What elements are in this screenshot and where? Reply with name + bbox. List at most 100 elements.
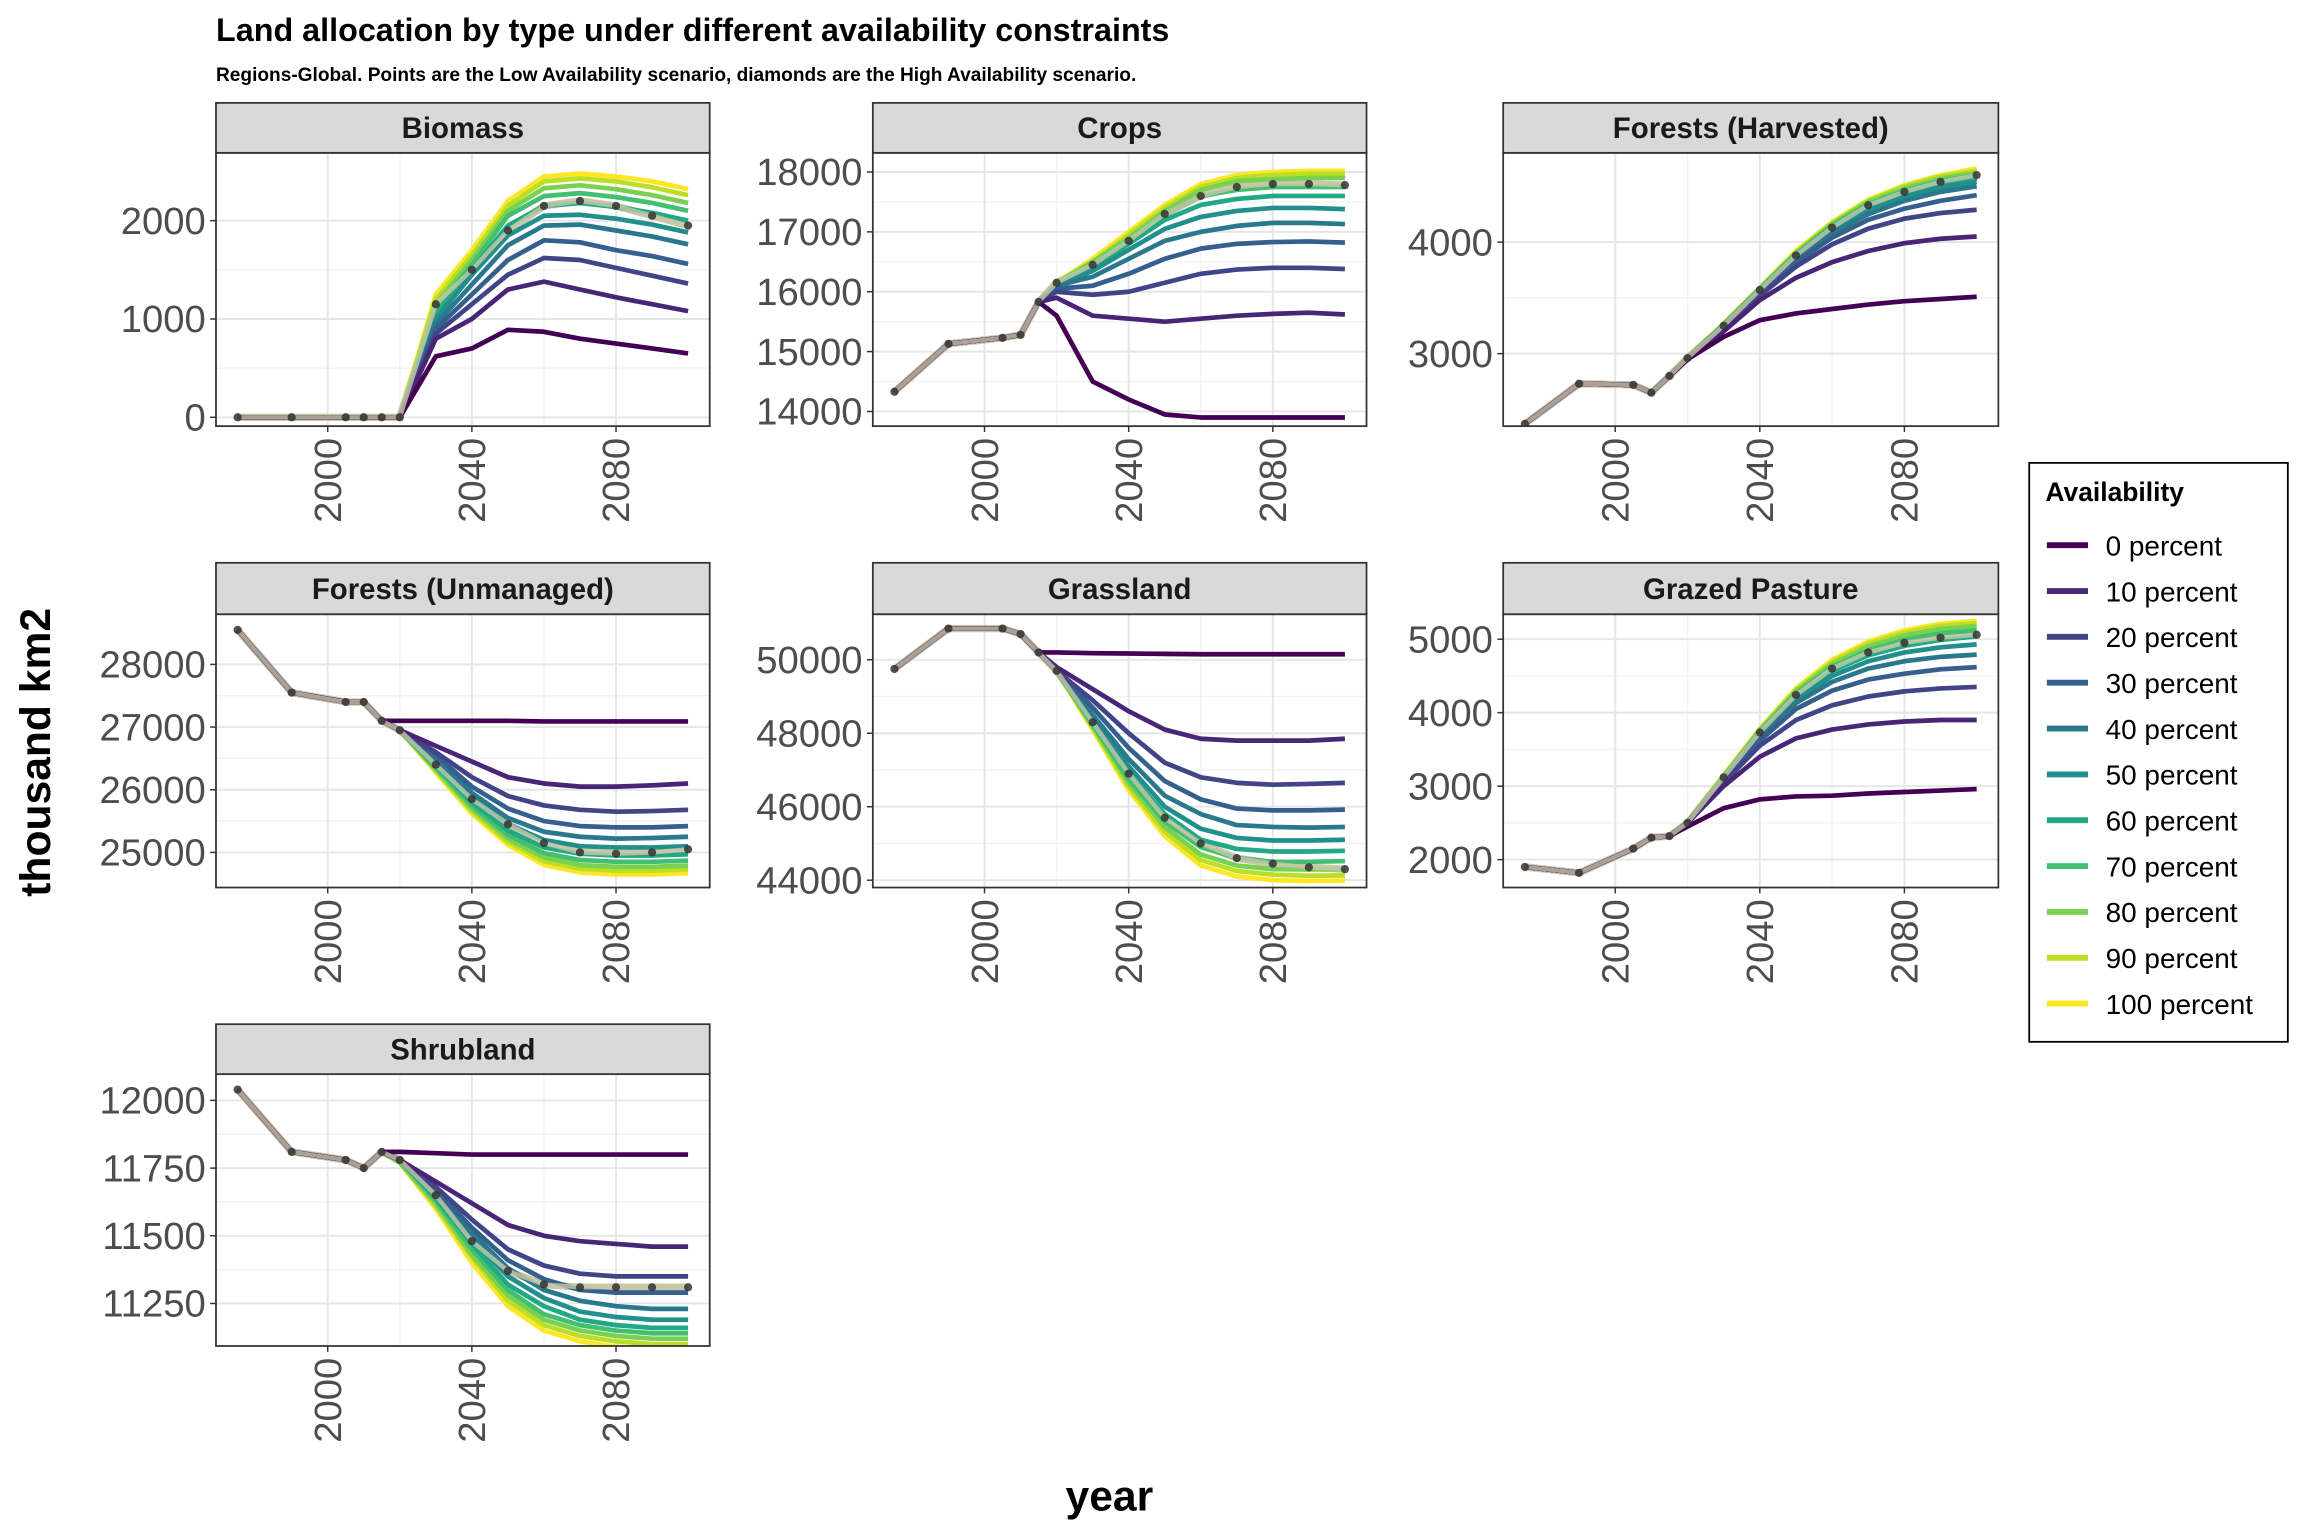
panel-marks <box>890 624 1350 884</box>
scenario-point <box>1160 813 1169 822</box>
x-tick-label: 2000 <box>307 438 350 523</box>
scenario-point <box>1304 179 1313 189</box>
strip-label: Crops <box>1077 112 1162 145</box>
scenario-point <box>1647 388 1656 397</box>
scenario-point <box>539 201 549 211</box>
panel-marks <box>233 625 693 877</box>
x-tick-label: 2000 <box>1594 899 1637 984</box>
scenario-point <box>1052 666 1061 675</box>
strip <box>215 561 711 616</box>
scenario-point <box>1160 209 1169 219</box>
panel-marks <box>233 1085 693 1346</box>
y-tick-label: 48000 <box>756 712 862 755</box>
scenario-point <box>1827 664 1837 673</box>
scenario-point <box>1268 179 1277 189</box>
scenario-point <box>1124 769 1133 778</box>
scenario-point <box>1683 353 1692 363</box>
x-tick-label: 2080 <box>595 438 638 523</box>
scenario-point <box>1972 630 1981 639</box>
legend-label: 70 percent <box>2106 851 2238 882</box>
legend-box <box>2028 461 2289 1043</box>
scenario-point <box>1520 862 1529 872</box>
scenario-point <box>467 1237 476 1246</box>
scenario-point <box>377 716 386 725</box>
y-tick-label: 3000 <box>1408 333 1493 376</box>
scenario-point <box>359 697 368 707</box>
scenario-point <box>1683 818 1692 827</box>
scenario-point <box>647 848 657 857</box>
scenario-point <box>1864 648 1873 657</box>
legend-label: 100 percent <box>2106 989 2254 1020</box>
scenario-point <box>1232 854 1241 863</box>
scenario-point <box>575 848 585 857</box>
y-tick-label: 18000 <box>756 151 862 194</box>
scenario-point <box>1196 839 1205 848</box>
y-tick-label: 27000 <box>100 706 206 749</box>
scenario-point <box>1755 728 1764 737</box>
legend-label: 20 percent <box>2106 622 2238 653</box>
scenario-point <box>1196 191 1205 201</box>
scenario-point <box>1088 718 1097 727</box>
y-tick-label: 44000 <box>756 859 862 902</box>
scenario-point <box>611 849 621 858</box>
scenario-point <box>683 1283 693 1292</box>
y-tick-label: 11250 <box>102 1283 205 1326</box>
scenario-point <box>1827 223 1837 232</box>
scenario-point <box>1936 177 1945 186</box>
scenario-point <box>1034 648 1043 657</box>
scenario-point <box>1340 181 1350 190</box>
strip-label: Grassland <box>1048 573 1192 606</box>
scenario-point <box>647 1283 657 1292</box>
scenario-point <box>575 196 585 206</box>
scenario-point <box>1665 371 1674 381</box>
y-tick-label: 14000 <box>756 391 862 434</box>
y-tick-label: 50000 <box>756 639 862 682</box>
x-tick-label: 2040 <box>451 438 494 523</box>
panel-marks <box>1520 618 1981 877</box>
x-tick-label: 2080 <box>1884 438 1927 523</box>
scenario-point <box>944 624 953 633</box>
scenario-point <box>287 1147 296 1156</box>
panel-marks <box>1520 166 1981 427</box>
scenario-point <box>683 845 693 854</box>
scenario-point <box>683 221 693 230</box>
scenario-point <box>1232 182 1241 192</box>
scenario-point <box>1629 380 1638 389</box>
scenario-point <box>998 624 1007 633</box>
scenario-point <box>395 413 404 422</box>
strip-label: Biomass <box>402 112 524 145</box>
y-tick-label: 12000 <box>100 1080 206 1123</box>
x-tick-label: 2080 <box>1252 438 1295 523</box>
scenario-point <box>611 1283 621 1292</box>
scenario-point <box>1340 865 1350 874</box>
scenario-point <box>395 726 404 735</box>
legend-label: 80 percent <box>2106 897 2238 928</box>
legend-label: 60 percent <box>2106 806 2238 837</box>
y-tick-label: 17000 <box>756 211 862 254</box>
strip-label: Grazed Pasture <box>1643 573 1859 606</box>
scenario-point <box>1016 330 1025 339</box>
scenario-point <box>431 1191 440 1200</box>
x-tick-label: 2080 <box>1252 899 1295 984</box>
y-tick-label: 4000 <box>1408 692 1493 735</box>
strip-label: Forests (Harvested) <box>1613 112 1889 145</box>
y-tick-label: 26000 <box>100 769 206 812</box>
x-tick-label: 2080 <box>1884 899 1927 984</box>
scenario-point <box>1088 260 1097 269</box>
scenario-point <box>341 1155 350 1165</box>
scenario-point <box>1268 859 1277 868</box>
scenario-point <box>1124 236 1133 245</box>
strip <box>1502 561 2000 616</box>
scenario-point <box>1719 321 1728 330</box>
scenario-point <box>1791 251 1801 260</box>
x-axis-title: year <box>1066 1473 1154 1521</box>
scenario-point <box>287 413 296 422</box>
x-tick-label: 2040 <box>1108 899 1151 984</box>
scenario-point <box>1629 844 1638 853</box>
x-tick-label: 2000 <box>964 899 1007 984</box>
scenario-point <box>1016 629 1025 639</box>
scenario-point <box>1304 863 1313 872</box>
scenario-point <box>1972 171 1981 180</box>
scenario-point <box>611 201 621 211</box>
